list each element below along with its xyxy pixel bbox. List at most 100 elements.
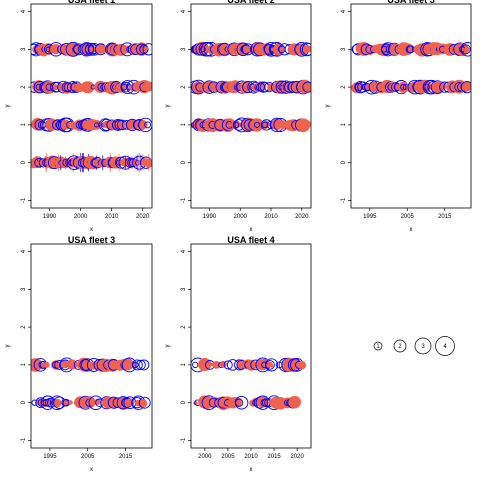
x-tick-label: 1995 bbox=[43, 454, 57, 460]
filled-bubble bbox=[52, 398, 62, 408]
open-bubble bbox=[144, 121, 152, 129]
x-tick-label: 2020 bbox=[295, 214, 309, 220]
open-bubble bbox=[138, 359, 150, 371]
y-tick-label: 3 bbox=[21, 287, 27, 291]
x-tick-label: 2015 bbox=[119, 454, 133, 460]
y-tick-label: 2 bbox=[21, 325, 27, 329]
open-bubble bbox=[301, 42, 311, 56]
plot-frame bbox=[350, 3, 472, 209]
filled-bubble bbox=[212, 361, 221, 369]
open-bubble bbox=[234, 395, 249, 410]
filled-bubble bbox=[84, 44, 95, 55]
y-tick-label: 1 bbox=[341, 123, 347, 127]
open-bubble bbox=[223, 360, 233, 370]
panel-title: USA fleet 2 bbox=[227, 0, 274, 5]
x-tick-label: 2005 bbox=[221, 454, 235, 460]
open-bubble bbox=[135, 359, 146, 371]
y-tick-label: 1 bbox=[21, 363, 27, 367]
filled-bubble bbox=[68, 400, 73, 405]
y-tick-label: 1 bbox=[21, 123, 27, 127]
plot-frame bbox=[30, 243, 153, 449]
legend-bubble bbox=[414, 337, 432, 355]
bubble-layer bbox=[191, 41, 311, 133]
open-bubble bbox=[138, 396, 151, 409]
y-tick-label: 1 bbox=[181, 123, 187, 127]
open-bubble bbox=[264, 358, 279, 372]
open-bubble bbox=[192, 361, 199, 369]
legend-bubble bbox=[373, 341, 383, 351]
filled-bubble bbox=[288, 395, 302, 409]
y-axis-label: y bbox=[165, 105, 171, 108]
filled-bubble bbox=[144, 158, 152, 168]
filled-bubble bbox=[61, 360, 69, 369]
filled-bubble bbox=[462, 81, 471, 92]
open-bubble bbox=[253, 121, 261, 128]
x-tick-label: 2000 bbox=[234, 214, 248, 220]
x-axis-label: x bbox=[250, 227, 253, 233]
filled-bubble bbox=[250, 118, 264, 132]
y-tick-label: 3 bbox=[181, 287, 187, 291]
filled-bubble bbox=[43, 361, 50, 368]
filled-bubble bbox=[52, 84, 59, 91]
filled-bubble bbox=[130, 362, 137, 368]
panel-4: USA fleet 3 1995 2005 2015 -1 0 1 2 3 4 x y bbox=[5, 235, 153, 473]
legend-label: 4 bbox=[443, 344, 447, 350]
y-tick-label: -1 bbox=[341, 197, 347, 203]
filled-bubble bbox=[219, 360, 227, 368]
filled-bubble bbox=[121, 358, 134, 371]
y-tick-label: 4 bbox=[21, 9, 27, 13]
filled-bubble bbox=[82, 81, 95, 94]
open-bubble bbox=[138, 117, 152, 133]
filled-bubble bbox=[223, 118, 236, 131]
filled-bubble bbox=[245, 359, 257, 371]
y-tick-label: 2 bbox=[341, 85, 347, 89]
legend-bubble bbox=[435, 336, 455, 356]
open-bubble bbox=[460, 44, 471, 55]
filled-bubble bbox=[465, 47, 471, 53]
y-tick-label: 4 bbox=[181, 9, 187, 13]
size-legend: 1 2 3 4 bbox=[373, 336, 455, 356]
open-bubble bbox=[299, 42, 311, 57]
x-tick-label: 2010 bbox=[264, 214, 278, 220]
panel-title: USA fleet 3 bbox=[68, 235, 115, 245]
y-tick-label: 0 bbox=[341, 160, 347, 164]
open-bubble bbox=[94, 122, 100, 128]
open-bubble bbox=[302, 81, 311, 93]
panel-title: USA fleet 1 bbox=[68, 0, 115, 5]
filled-bubble bbox=[305, 122, 311, 128]
y-tick-label: -1 bbox=[21, 437, 27, 443]
y-tick-label: 3 bbox=[341, 47, 347, 51]
open-bubble bbox=[200, 46, 206, 53]
y-tick-label: 0 bbox=[21, 160, 27, 164]
bubble-layer bbox=[31, 357, 151, 410]
filled-bubble bbox=[91, 119, 102, 130]
x-tick-label: 2020 bbox=[136, 214, 150, 220]
y-tick-label: -1 bbox=[181, 437, 187, 443]
panel-5: USA fleet 4 2000 2005 2010 2015 2020 -1 0 1 2 3 4 x y bbox=[165, 235, 312, 473]
y-axis-label: y bbox=[165, 345, 171, 348]
plot-frame bbox=[30, 3, 153, 209]
bubble-layer bbox=[191, 357, 307, 411]
y-tick-label: 0 bbox=[181, 400, 187, 404]
panel-1: USA fleet 1 1990 2000 2010 2020 -1 0 1 2 3 4 x y bbox=[5, 0, 153, 233]
y-tick-label: 3 bbox=[181, 47, 187, 51]
filled-bubble bbox=[144, 81, 152, 92]
filled-bubble bbox=[455, 42, 469, 57]
plot-frame bbox=[190, 243, 312, 449]
open-bubble bbox=[460, 80, 471, 94]
filled-bubble bbox=[297, 361, 307, 370]
y-tick-label: -1 bbox=[21, 197, 27, 203]
x-tick-label: 2005 bbox=[81, 454, 95, 460]
filled-bubble bbox=[377, 43, 391, 57]
x-tick-label: 2015 bbox=[267, 454, 281, 460]
filled-bubble bbox=[232, 397, 242, 408]
filled-bubble bbox=[302, 82, 311, 93]
legend-bubble bbox=[393, 339, 407, 353]
filled-bubble bbox=[408, 46, 414, 52]
x-tick-label: 2020 bbox=[290, 454, 304, 460]
y-tick-label: 2 bbox=[181, 85, 187, 89]
y-tick-label: 0 bbox=[21, 400, 27, 404]
filled-bubble bbox=[391, 83, 400, 92]
